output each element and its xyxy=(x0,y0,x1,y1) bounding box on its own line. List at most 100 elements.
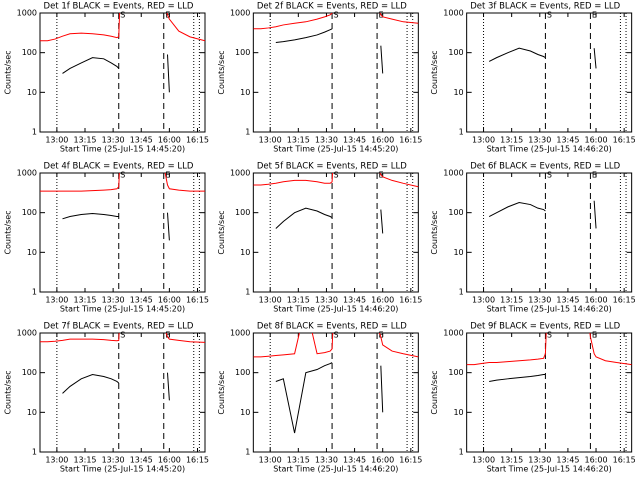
series-line xyxy=(40,333,205,343)
x-tick-label: 13:45 xyxy=(130,296,153,305)
plot-frame xyxy=(39,172,206,293)
y-tick-label: 10 xyxy=(240,248,250,257)
y-tick-label: 1 xyxy=(245,128,250,137)
x-tick-label: 13:15 xyxy=(500,296,523,305)
x-tick-label: 13:15 xyxy=(287,296,310,305)
x-tick-label: 16:00 xyxy=(371,136,394,145)
x-tick-label: 13:45 xyxy=(343,456,366,465)
y-tick-label: 10 xyxy=(240,88,250,97)
y-axis-label: Counts/sec xyxy=(4,210,13,254)
x-axis-label: Start Time (25-Jul-15 14:45:20) xyxy=(273,145,398,154)
event-marker-label: E xyxy=(592,171,597,180)
x-tick-label: 13:15 xyxy=(500,456,523,465)
x-tick-label: 13:45 xyxy=(130,456,153,465)
series-line xyxy=(253,173,419,188)
x-tick-label: 16:15 xyxy=(613,296,636,305)
x-tick-label: 16:15 xyxy=(399,136,422,145)
y-tick-label: 1000 xyxy=(443,169,463,178)
y-tick-label: 10 xyxy=(453,248,463,257)
x-tick-label: 13:00 xyxy=(259,136,282,145)
series-line xyxy=(275,28,384,74)
plot-frame xyxy=(39,12,206,133)
x-tick-label: 13:15 xyxy=(500,136,523,145)
series-line xyxy=(62,212,170,241)
x-tick-label: 16:00 xyxy=(371,456,394,465)
x-tick-label: 13:00 xyxy=(472,136,495,145)
panel: Det 1f BLACK = Events, RED = LLD Start Ti… xyxy=(4,2,210,154)
event-marker-label: S xyxy=(547,11,552,20)
y-tick-label: 10 xyxy=(27,248,37,257)
y-axis-label: Counts/sec xyxy=(217,210,226,254)
chart-title: Det 8f BLACK = Events, RED = LLD xyxy=(257,322,407,332)
y-tick-label: 1 xyxy=(32,448,37,457)
x-tick-label: 13:45 xyxy=(556,136,579,145)
chart-title: Det 6f BLACK = Events, RED = LLD xyxy=(470,162,620,172)
y-tick-label: 1000 xyxy=(17,169,37,178)
event-marker-label: S xyxy=(547,331,552,340)
y-tick-label: 10 xyxy=(453,88,463,97)
event-marker-label: S xyxy=(120,171,125,180)
x-tick-label: 16:15 xyxy=(186,296,209,305)
series-line xyxy=(488,47,597,69)
y-tick-label: 10 xyxy=(453,408,463,417)
y-tick-label: 1 xyxy=(245,288,250,297)
y-tick-label: 1000 xyxy=(230,329,250,338)
series-line xyxy=(40,173,205,192)
plot-frame xyxy=(252,12,419,133)
panel: Det 7f BLACK = Events, RED = LLD Start Ti… xyxy=(4,322,210,474)
x-tick-label: 13:30 xyxy=(528,456,551,465)
x-tick-label: 16:15 xyxy=(399,456,422,465)
series-line xyxy=(62,54,170,93)
x-tick-label: 16:15 xyxy=(613,456,636,465)
x-tick-label: 13:15 xyxy=(73,136,96,145)
chart-title: Det 7f BLACK = Events, RED = LLD xyxy=(44,322,194,332)
x-tick-label: 13:15 xyxy=(287,136,310,145)
event-marker-label: S xyxy=(547,171,552,180)
y-tick-label: 1 xyxy=(459,448,464,457)
y-tick-label: 10 xyxy=(240,408,250,417)
y-tick-label: 10 xyxy=(27,408,37,417)
chart-title: Det 4f BLACK = Events, RED = LLD xyxy=(44,162,194,172)
x-tick-label: 13:45 xyxy=(556,456,579,465)
y-tick-label: 1 xyxy=(32,288,37,297)
x-tick-label: 13:00 xyxy=(472,296,495,305)
x-axis-label: Start Time (25-Jul-15 14:46:20) xyxy=(487,305,612,314)
x-tick-label: 13:00 xyxy=(45,296,68,305)
x-tick-label: 13:30 xyxy=(102,456,125,465)
y-tick-label: 100 xyxy=(235,48,250,57)
series-line xyxy=(275,207,384,234)
series-line xyxy=(40,13,205,42)
y-tick-label: 100 xyxy=(235,208,250,217)
y-tick-label: 1000 xyxy=(443,329,463,338)
x-tick-label: 13:00 xyxy=(259,296,282,305)
y-tick-label: 10 xyxy=(27,88,37,97)
y-axis-label: Counts/sec xyxy=(430,370,439,414)
x-tick-label: 16:00 xyxy=(585,136,608,145)
y-axis-label: Counts/sec xyxy=(430,210,439,254)
panel: Det 6f BLACK = Events, RED = LLD Start Ti… xyxy=(430,162,636,314)
event-marker-label: E xyxy=(165,171,170,180)
x-tick-label: 13:00 xyxy=(45,136,68,145)
series-line xyxy=(253,13,419,30)
y-axis-label: Counts/sec xyxy=(430,50,439,94)
x-tick-label: 16:15 xyxy=(186,456,209,465)
y-axis-label: Counts/sec xyxy=(4,370,13,414)
x-tick-label: 13:45 xyxy=(343,296,366,305)
y-tick-label: 1 xyxy=(245,448,250,457)
chart-title: Det 9f BLACK = Events, RED = LLD xyxy=(470,322,620,332)
event-marker-label: S xyxy=(120,331,125,340)
x-tick-label: 13:30 xyxy=(528,296,551,305)
event-marker-label: S xyxy=(334,11,339,20)
x-tick-label: 16:00 xyxy=(158,296,181,305)
plot-frame xyxy=(466,172,633,293)
y-tick-label: 100 xyxy=(22,208,37,217)
x-tick-label: 13:30 xyxy=(315,296,338,305)
y-axis-label: Counts/sec xyxy=(217,50,226,94)
event-marker-label: E xyxy=(165,331,170,340)
plot-frame xyxy=(466,12,633,133)
y-tick-label: 100 xyxy=(22,368,37,377)
series-line xyxy=(275,362,384,434)
panel: Det 2f BLACK = Events, RED = LLD Start Ti… xyxy=(217,2,423,154)
y-tick-label: 100 xyxy=(235,368,250,377)
